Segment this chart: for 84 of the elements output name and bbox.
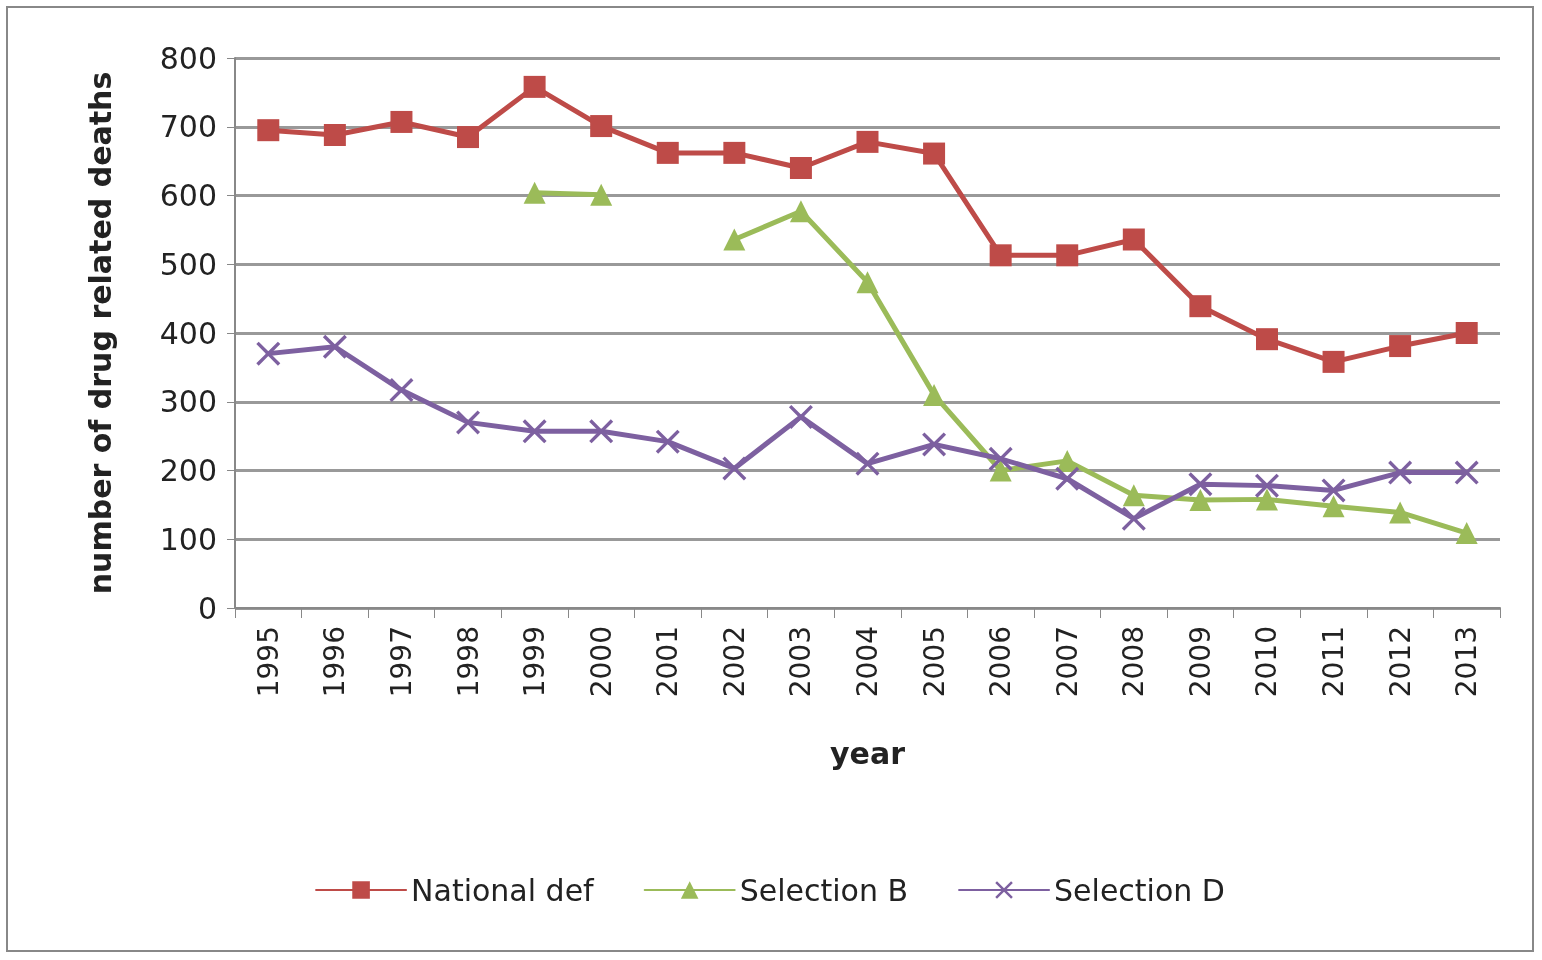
- legend-label: Selection B: [739, 872, 909, 908]
- x-tick-label: 2001: [651, 626, 685, 698]
- y-tick-label: 700: [159, 109, 217, 145]
- x-tick-label: 1997: [384, 626, 418, 698]
- point: [1254, 473, 1279, 498]
- point: [323, 124, 346, 146]
- point: [322, 334, 347, 359]
- point: [1388, 460, 1413, 485]
- point: [523, 75, 546, 98]
- y-tick-label: 300: [159, 384, 217, 420]
- point: [590, 115, 613, 138]
- point: [1322, 495, 1345, 518]
- point: [789, 200, 812, 223]
- x-tick-label: 1998: [451, 626, 485, 698]
- x-tick-label: 2004: [851, 626, 884, 698]
- x-tick-label: 2011: [1317, 626, 1351, 698]
- y-axis-title: number of drug related deaths: [82, 71, 118, 595]
- x-tick-label: 2006: [984, 626, 1018, 698]
- point: [923, 142, 946, 165]
- legend-label: Selection D: [1054, 872, 1225, 908]
- point: [655, 429, 680, 454]
- point: [1189, 489, 1212, 512]
- point: [789, 157, 812, 179]
- x-tick-label: 2002: [717, 626, 751, 698]
- point: [1122, 484, 1145, 507]
- point: [1189, 295, 1212, 318]
- point: [922, 432, 947, 457]
- point: [723, 228, 746, 251]
- x-tick-label: 2010: [1250, 626, 1284, 698]
- point: [855, 451, 880, 476]
- point: [590, 183, 613, 206]
- x-tick-label: 2000: [584, 626, 618, 698]
- x-axis-title: year: [830, 735, 906, 771]
- point: [1056, 244, 1079, 267]
- point: [856, 130, 879, 153]
- x-tick-label: 1995: [251, 626, 285, 698]
- point: [1188, 472, 1213, 497]
- x-tick-label: 2007: [1050, 626, 1084, 698]
- point: [456, 410, 481, 435]
- point: [989, 244, 1012, 267]
- point: [1055, 466, 1080, 491]
- point: [1389, 501, 1412, 524]
- point: [390, 110, 413, 133]
- point: [1121, 506, 1146, 531]
- point: [989, 459, 1012, 482]
- point: [656, 141, 679, 164]
- y-tick-label: 400: [159, 315, 217, 351]
- y-tick-label: 500: [159, 246, 217, 282]
- legend-label: National def: [411, 872, 596, 908]
- y-tick-label: 600: [159, 178, 217, 213]
- x-tick-label: 1999: [518, 626, 552, 698]
- x-tick-label: 2008: [1117, 626, 1151, 698]
- point: [1455, 322, 1478, 344]
- point: [856, 271, 879, 294]
- y-tick-label: 200: [159, 453, 217, 488]
- point: [723, 141, 746, 164]
- point: [788, 404, 813, 429]
- y-tick-label: 800: [159, 40, 217, 76]
- point: [389, 378, 414, 403]
- point: [1122, 228, 1145, 251]
- point: [1255, 328, 1278, 351]
- y-tick-label: 100: [159, 521, 217, 557]
- x-tick-label: 2005: [917, 626, 951, 698]
- x-tick-label: 2013: [1450, 626, 1484, 698]
- point: [522, 419, 547, 444]
- point: [1389, 335, 1412, 358]
- point: [923, 383, 946, 406]
- y-tick-label: 0: [197, 590, 217, 626]
- point: [722, 456, 747, 481]
- point: [257, 119, 280, 142]
- point: [457, 126, 480, 149]
- point: [1321, 478, 1346, 503]
- x-tick-label: 2012: [1383, 626, 1417, 698]
- point: [1322, 350, 1345, 373]
- point: [1455, 522, 1478, 545]
- x-tick-label: 2003: [784, 626, 818, 698]
- point: [988, 446, 1013, 471]
- x-tick-label: 2009: [1183, 626, 1217, 698]
- point: [523, 181, 546, 204]
- point: [1454, 460, 1479, 485]
- point: [589, 419, 614, 444]
- point: [1255, 488, 1278, 511]
- x-tick-label: 1996: [318, 626, 352, 698]
- point: [256, 341, 281, 366]
